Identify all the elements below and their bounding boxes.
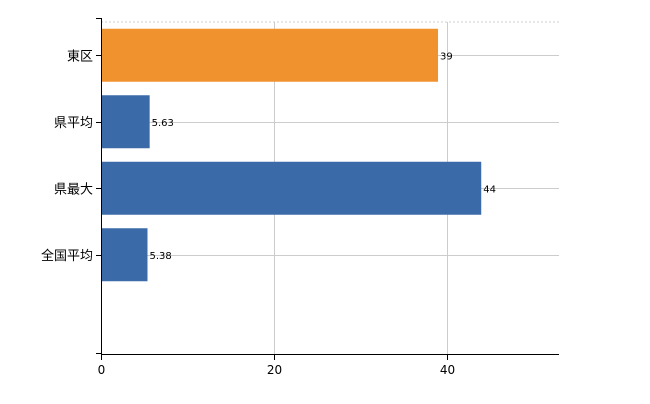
bars-layer [101,28,482,282]
axis-layer [96,18,559,360]
bar-2 [101,161,482,215]
x-tick-label-0: 0 [98,363,106,377]
category-label-2: 県最大 [54,182,93,197]
bar-0 [101,28,439,82]
value-label-2: 44 [483,184,496,195]
category-label-3: 全国平均 [41,248,93,264]
category-label-0: 東区 [67,48,93,64]
bar-3 [101,228,148,282]
value-label-3: 5.38 [149,251,171,262]
value-label-0: 39 [440,51,453,62]
category-label-1: 県平均 [54,116,93,131]
x-tick-label-1: 20 [267,363,282,377]
value-label-1: 5.63 [152,118,174,129]
bar-1 [101,95,150,149]
labels-layer: 39 東区 5.63 県平均 44 県最大 5.38 全国平均 0 20 40 [41,48,496,377]
x-tick-label-2: 40 [440,363,455,377]
